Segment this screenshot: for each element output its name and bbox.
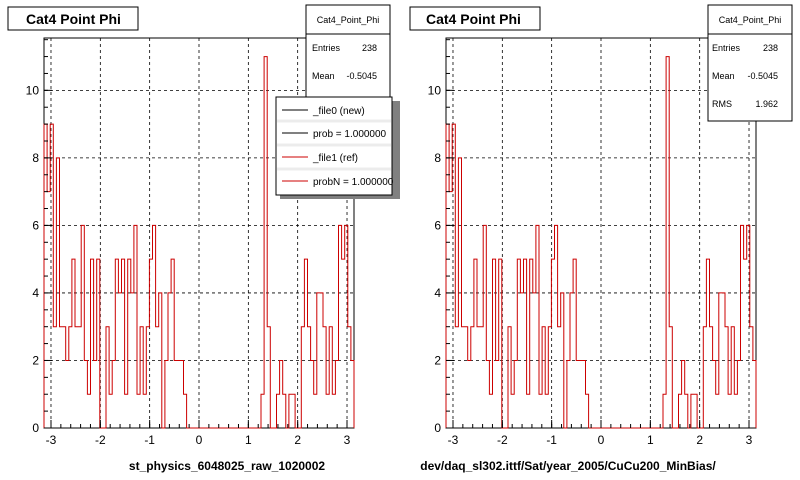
y-tick-label: 2 [32,353,39,367]
histogram-right [445,56,757,429]
title-box-left [7,6,139,31]
x-tick-label: -2 [95,433,106,447]
legend-label-probn: probN = 1.000000 [313,177,394,188]
legend-label-prob: prob = 1.000000 [313,129,387,140]
x-tick-label: -3 [448,433,459,447]
x-axis-label-right: dev/daq_sl302.ittf/Sat/year_2005/CuCu200… [420,459,716,473]
x-tick-label: 1 [647,433,654,447]
x-tick-label: -3 [46,433,57,447]
x-tick-label: 3 [344,433,351,447]
x-tick-label: 0 [196,433,203,447]
x-axis-label-left: st_physics_6048025_raw_1020002 [129,459,325,473]
stats-mean-value-left: -0.5045 [346,71,377,81]
x-tick-label: 2 [294,433,301,447]
title-right: Cat4 Point Phi [426,11,521,27]
y-tick-label: 10 [428,83,442,97]
stats-box-right [707,4,793,122]
panel-right: -3 -2 -1 0 1 2 3 0 2 4 6 8 10 Cat4 Point Phi Cat4_Po… [409,4,793,473]
grid-left [44,38,354,428]
axes-left: -3 -2 -1 0 1 2 3 0 2 4 6 8 10 [26,39,351,447]
y-tick-label: 8 [32,151,39,165]
histogram-series-ref [43,56,355,429]
stats-entries-value-left: 238 [362,43,377,53]
y-tick-label: 0 [434,421,441,435]
x-tick-label: 3 [746,433,753,447]
x-tick-label: 1 [245,433,252,447]
grid-right [446,38,756,428]
x-tick-label: -2 [497,433,508,447]
y-tick-label: 8 [434,151,441,165]
legend-label-new: _file0 (new) [312,106,365,117]
legend-label-ref: _file1 (ref) [312,153,358,164]
stats-name-left: Cat4_Point_Phi [317,15,380,25]
x-tick-label: 0 [598,433,605,447]
stats-rms-label-right: RMS [712,99,732,109]
title-box-right [409,6,541,31]
stats-entries-value-right: 238 [763,43,778,53]
y-tick-label: 4 [32,286,39,300]
stats-name-right: Cat4_Point_Phi [719,15,782,25]
panel-left: -3 -2 -1 0 1 2 3 0 2 4 6 8 10 Cat4 Point Phi Cat4_Po… [7,4,400,473]
stats-mean-label-right: Mean [712,71,735,81]
y-tick-label: 2 [434,353,441,367]
stats-mean-value-right: -0.5045 [747,71,778,81]
stats-entries-label-right: Entries [712,43,741,53]
x-tick-label: 2 [696,433,703,447]
y-tick-label: 6 [434,218,441,232]
y-tick-label: 6 [32,218,39,232]
stats-entries-label-left: Entries [312,43,341,53]
histogram-series-ref [445,56,757,429]
y-tick-label: 4 [434,286,441,300]
axes-right: -3 -2 -1 0 1 2 3 0 2 4 6 8 10 [428,39,753,447]
y-tick-label: 0 [32,421,39,435]
stats-mean-label-left: Mean [312,71,335,81]
stats-rms-value-right: 1.962 [755,99,778,109]
y-tick-label: 10 [26,83,40,97]
x-tick-label: -1 [144,433,155,447]
title-left: Cat4 Point Phi [26,11,121,27]
x-tick-label: -1 [546,433,557,447]
histogram-left [43,56,355,429]
